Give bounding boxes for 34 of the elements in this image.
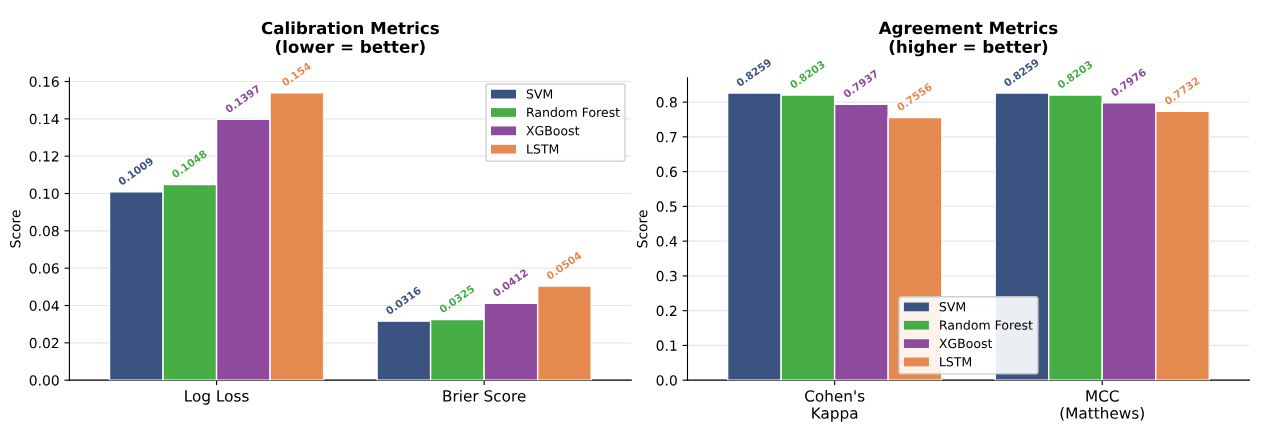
y-tick-label: 0.7 [656, 131, 677, 143]
y-tick-label: 0.5 [656, 201, 677, 212]
y-tick-label: 0.8 [656, 97, 677, 108]
chart-title: Agreement Metrics (higher = better) [878, 21, 1058, 57]
legend-label: SVM [939, 301, 965, 312]
y-tick-label: 0.4 [656, 236, 677, 247]
y-tick-label: 0.0 [656, 375, 677, 386]
y-tick-label: 0.1 [656, 340, 677, 351]
y-tick-label: 0.2 [656, 305, 677, 317]
chart-title: Calibration Metrics (lower = better) [261, 21, 439, 55]
legend-label: Random Forest [527, 107, 620, 118]
legend-label: LSTM [527, 144, 559, 154]
y-axis-title: Score [636, 210, 648, 248]
y-tick-label: 0.12 [29, 151, 59, 162]
y-tick-label: 0.02 [29, 337, 59, 349]
y-tick-label: 0.08 [29, 225, 59, 237]
y-tick-label: 0.00 [29, 375, 59, 386]
x-tick-label: Log Loss [185, 390, 249, 405]
y-tick-label: 0.16 [29, 76, 59, 87]
y-tick-label: 0.06 [29, 263, 59, 274]
legend-label: XGBoost [939, 338, 993, 349]
x-tick-label: Brier Score [443, 389, 526, 402]
legend-label: XGBoost [526, 125, 580, 136]
y-tick-label: 0.14 [29, 113, 59, 125]
legend-label: Random Forest [940, 320, 1033, 330]
legend-label: SVM [526, 89, 553, 99]
x-tick-label: MCC (Matthews) [1060, 390, 1144, 421]
legend-label: LSTM [940, 357, 971, 367]
y-tick-label: 0.6 [656, 166, 677, 178]
y-tick-label: 0.04 [29, 300, 59, 311]
y-tick-label: 0.3 [656, 270, 677, 282]
x-tick-label: Cohen's Kappa [805, 389, 865, 422]
y-tick-label: 0.10 [29, 188, 59, 199]
y-axis-title: Score [10, 210, 21, 248]
